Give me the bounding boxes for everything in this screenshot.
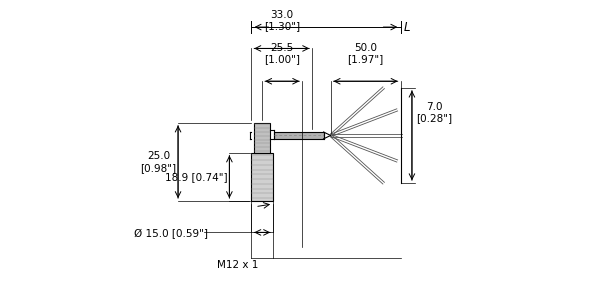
Text: L: L xyxy=(404,20,410,34)
Bar xyxy=(274,132,323,139)
Bar xyxy=(254,123,270,153)
Text: 7.0
[0.28"]: 7.0 [0.28"] xyxy=(416,102,453,124)
Text: 50.0
[1.97"]: 50.0 [1.97"] xyxy=(348,43,384,64)
Text: Ø 15.0 [0.59"]: Ø 15.0 [0.59"] xyxy=(134,229,208,239)
Text: 25.5
[1.00"]: 25.5 [1.00"] xyxy=(264,43,300,64)
Text: M12 x 1: M12 x 1 xyxy=(217,260,258,270)
Bar xyxy=(251,153,273,201)
Text: 25.0
[0.98"]: 25.0 [0.98"] xyxy=(140,151,176,173)
Text: 33.0
[1.30"]: 33.0 [1.30"] xyxy=(264,10,300,31)
Text: 18.9 [0.74"]: 18.9 [0.74"] xyxy=(165,172,228,182)
